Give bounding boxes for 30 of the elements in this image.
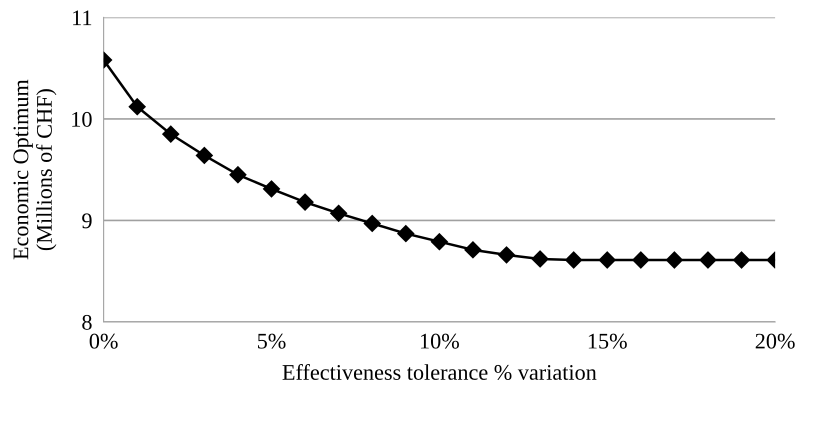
y-tick-label: 9 bbox=[82, 213, 92, 228]
point bbox=[666, 251, 683, 269]
point bbox=[364, 214, 381, 232]
point bbox=[196, 146, 213, 164]
x-tick-label: 0% bbox=[90, 334, 118, 349]
point bbox=[498, 246, 516, 264]
point bbox=[565, 251, 582, 269]
x-axis-title: Effectiveness tolerance % variation bbox=[282, 364, 596, 380]
y-tick-label: 8 bbox=[82, 314, 92, 330]
x-tick-label: 10% bbox=[420, 334, 459, 349]
point bbox=[699, 251, 717, 269]
point bbox=[397, 225, 414, 242]
y-axis-title: Economic Optimum (Millions of CHF) bbox=[13, 80, 56, 260]
point bbox=[430, 233, 448, 250]
point bbox=[128, 98, 146, 116]
y-tick-label: 11 bbox=[73, 10, 92, 26]
point bbox=[330, 204, 348, 222]
point bbox=[229, 166, 246, 184]
x-tick-label: 15% bbox=[588, 334, 627, 349]
x-tick-label: 5% bbox=[258, 334, 286, 349]
point bbox=[632, 251, 650, 269]
y-tick-label: 10 bbox=[72, 112, 92, 127]
point bbox=[732, 251, 750, 269]
point bbox=[464, 241, 482, 258]
point bbox=[296, 194, 314, 211]
point bbox=[598, 251, 616, 269]
point bbox=[532, 250, 549, 268]
x-tick-label: 20% bbox=[756, 334, 795, 349]
point bbox=[162, 126, 180, 143]
point bbox=[262, 180, 280, 198]
